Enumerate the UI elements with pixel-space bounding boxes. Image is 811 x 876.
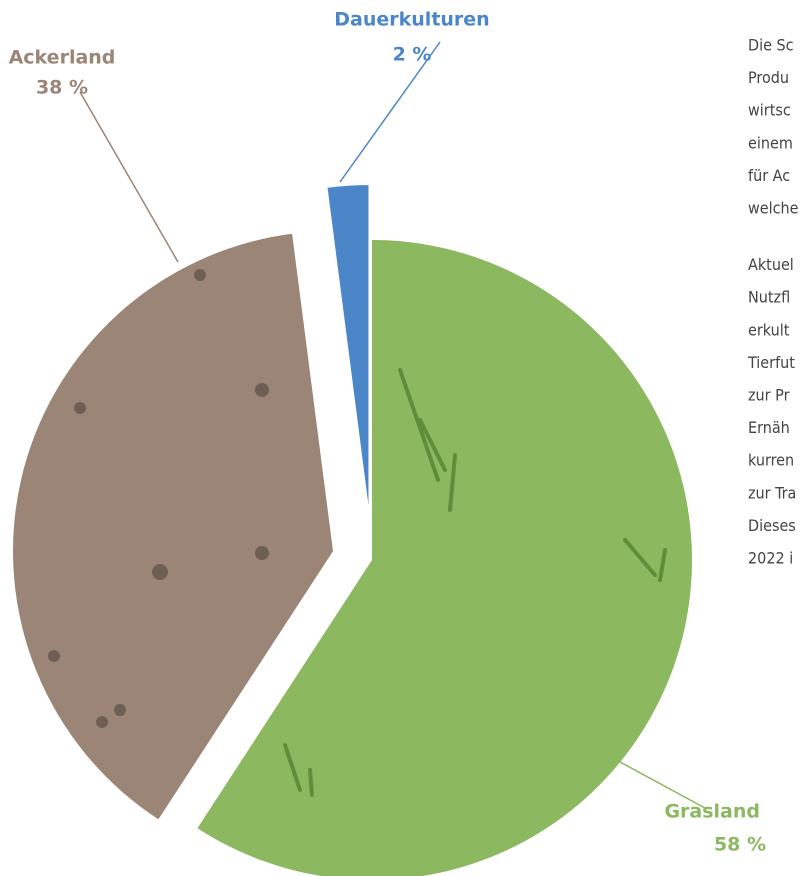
dot <box>194 269 206 281</box>
dot <box>96 716 108 728</box>
dot <box>114 704 126 716</box>
leader-line <box>339 41 441 183</box>
side-text-line: Dieses <box>748 516 796 535</box>
value-label: 38 % <box>36 77 88 99</box>
side-text-line: Aktuel <box>748 255 794 274</box>
dot <box>152 564 168 580</box>
texture <box>48 269 667 797</box>
leader-line <box>79 91 179 263</box>
side-text-line: einem <box>748 133 793 152</box>
dot <box>74 402 86 414</box>
side-text-line: 2022 i <box>748 549 793 568</box>
side-text: Die Sc Produ wirtsc einem für Ac welche Aktuel… <box>747 36 799 568</box>
side-text-line: kurren <box>748 451 794 470</box>
dot <box>48 650 60 662</box>
pie-slice <box>327 185 369 506</box>
dot <box>255 383 269 397</box>
side-text-line: zur Pr <box>748 386 790 405</box>
side-text-line: zur Tra <box>748 483 796 502</box>
side-text-line: wirtsc <box>748 101 791 120</box>
pie-slice <box>197 240 692 876</box>
side-text-line: Nutzfl <box>748 288 790 307</box>
value-label: 58 % <box>714 834 766 856</box>
slice-label: Dauerkulturen <box>334 9 489 31</box>
side-text-line: Tierfut <box>747 353 795 372</box>
side-text-line: welche <box>748 199 799 218</box>
slice-label: Ackerland <box>9 47 116 69</box>
side-text-line: Die Sc <box>748 36 794 55</box>
grass <box>398 368 457 512</box>
grass <box>623 538 667 582</box>
side-text-line: erkult <box>748 320 790 339</box>
leader-line <box>619 761 706 809</box>
side-text-line: für Ac <box>748 166 790 185</box>
grass <box>283 743 314 797</box>
side-text-line: Ernäh <box>748 418 790 437</box>
dot <box>255 546 269 560</box>
pie <box>13 185 692 876</box>
value-label: 2 % <box>393 44 432 66</box>
pie-slice <box>13 233 334 820</box>
side-text-line: Produ <box>748 68 789 87</box>
slice-label: Grasland <box>664 801 760 823</box>
